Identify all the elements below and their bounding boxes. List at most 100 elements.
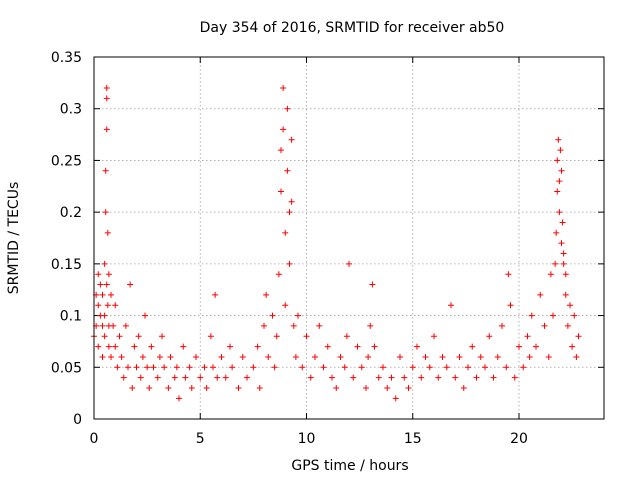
- x-tick-label: 5: [196, 431, 205, 447]
- data-point: [99, 353, 106, 360]
- data-point: [263, 291, 270, 298]
- data-point: [105, 343, 112, 350]
- data-point: [102, 167, 109, 174]
- data-point: [271, 364, 278, 371]
- data-point: [556, 178, 563, 185]
- data-point: [369, 281, 376, 288]
- data-point: [571, 312, 578, 319]
- data-point: [286, 260, 293, 267]
- data-point: [324, 343, 331, 350]
- data-point: [537, 291, 544, 298]
- data-point: [333, 384, 340, 391]
- data-point: [284, 105, 291, 112]
- data-point: [559, 219, 566, 226]
- data-point: [341, 364, 348, 371]
- data-point: [363, 384, 369, 391]
- data-point: [431, 333, 437, 340]
- data-point: [156, 353, 163, 360]
- data-point: [165, 384, 172, 391]
- x-axis-label: GPS time / hours: [291, 458, 408, 474]
- data-point: [284, 167, 291, 174]
- data-point: [212, 291, 219, 298]
- x-tick-label: 15: [404, 431, 422, 447]
- data-point: [505, 271, 512, 278]
- data-point: [426, 364, 433, 371]
- data-point: [562, 271, 569, 278]
- data-point: [435, 374, 442, 381]
- data-point: [358, 364, 365, 371]
- data-point: [552, 260, 559, 267]
- data-point: [97, 281, 104, 288]
- data-point: [292, 353, 299, 360]
- data-point: [533, 343, 539, 350]
- data-point: [146, 384, 153, 391]
- data-point: [550, 312, 556, 319]
- data-point: [144, 364, 151, 371]
- y-tick-label: 0.2: [60, 205, 82, 221]
- data-point: [477, 353, 484, 360]
- data-point: [229, 364, 236, 371]
- data-point: [95, 302, 102, 309]
- data-point: [108, 353, 114, 360]
- data-point: [95, 343, 102, 350]
- data-point: [148, 343, 155, 350]
- data-point: [547, 271, 554, 278]
- data-point: [108, 291, 114, 298]
- y-tick-label: 0.05: [51, 360, 82, 376]
- data-point: [473, 374, 480, 381]
- data-point: [343, 333, 350, 340]
- data-point: [465, 364, 471, 371]
- data-point: [562, 291, 569, 298]
- data-point: [102, 209, 109, 216]
- data-point: [193, 353, 199, 360]
- data-point: [329, 374, 335, 381]
- data-point: [288, 136, 295, 143]
- data-point: [290, 322, 297, 329]
- data-point: [337, 353, 344, 360]
- data-point: [401, 374, 408, 381]
- data-point: [103, 85, 110, 92]
- data-point: [137, 374, 144, 381]
- data-point: [244, 374, 250, 381]
- data-point: [524, 333, 531, 340]
- data-point: [320, 364, 327, 371]
- data-point: [239, 353, 246, 360]
- data-point: [104, 229, 111, 236]
- data-point: [114, 364, 121, 371]
- data-point: [131, 343, 138, 350]
- data-point: [176, 395, 182, 402]
- data-point: [254, 343, 261, 350]
- data-point: [288, 198, 295, 205]
- x-tick-labels: 0 5 10 15 20: [90, 431, 528, 447]
- data-point: [227, 343, 233, 350]
- data-point: [469, 343, 476, 350]
- data-point: [564, 322, 571, 329]
- data-point: [182, 374, 189, 381]
- data-point: [499, 322, 505, 329]
- data-point: [278, 188, 284, 195]
- data-point: [384, 384, 391, 391]
- data-point: [460, 384, 467, 391]
- data-point: [99, 291, 106, 298]
- data-point: [159, 333, 165, 340]
- y-tick-label: 0.35: [51, 50, 82, 66]
- data-point: [456, 353, 463, 360]
- data-point: [256, 384, 263, 391]
- data-point: [405, 384, 412, 391]
- data-point: [558, 240, 565, 247]
- data-point: [520, 364, 527, 371]
- data-point: [180, 343, 187, 350]
- data-point: [218, 353, 225, 360]
- data-point: [482, 364, 488, 371]
- data-point: [299, 364, 306, 371]
- data-point: [150, 364, 157, 371]
- data-point: [418, 374, 425, 381]
- data-point: [511, 374, 518, 381]
- data-point: [316, 322, 323, 329]
- data-point: [439, 353, 446, 360]
- data-point: [375, 374, 382, 381]
- data-point: [142, 312, 148, 319]
- data-point: [312, 353, 318, 360]
- data-point: [569, 343, 576, 350]
